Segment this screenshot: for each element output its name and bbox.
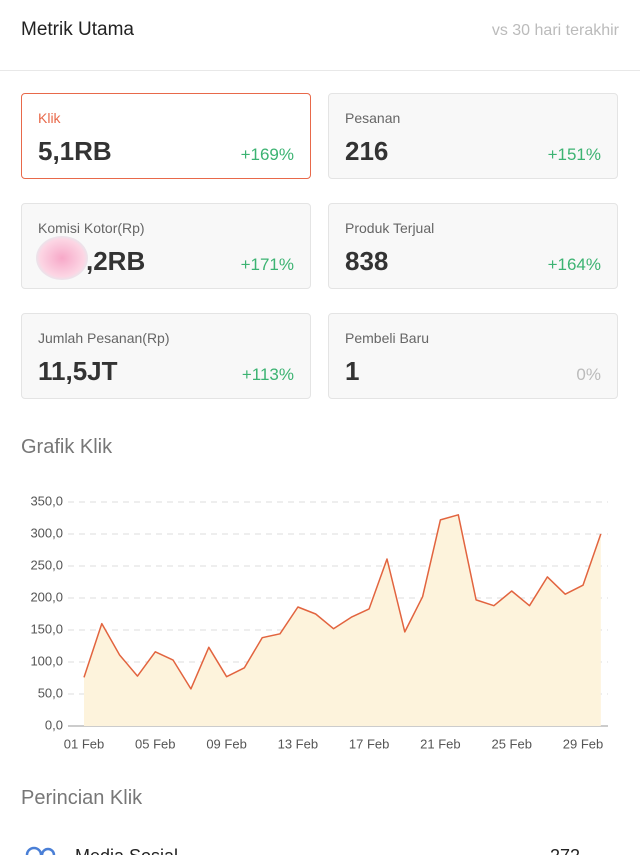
y-tick-label: 100,0 — [30, 653, 63, 668]
metric-change: +113% — [241, 365, 294, 384]
y-tick-label: 300,0 — [30, 525, 63, 540]
metric-value: 1 — [345, 356, 360, 386]
metric-card[interactable]: Pembeli Baru 1 0% — [328, 313, 618, 399]
x-tick-label: 13 Feb — [278, 736, 318, 751]
header-subtitle: vs 30 hari terakhir — [491, 22, 619, 39]
metric-label: Klik — [38, 110, 61, 126]
x-tick-label: 29 Feb — [563, 736, 603, 751]
metric-value: 838 — [345, 246, 389, 276]
metric-value: 216 — [345, 136, 389, 166]
metric-card[interactable]: Klik 5,1RB +169% — [21, 93, 311, 179]
metric-label: Pesanan — [345, 110, 401, 126]
metric-change: +151% — [547, 145, 601, 164]
x-tick-label: 01 Feb — [64, 736, 104, 751]
x-tick-label: 17 Feb — [349, 736, 389, 751]
metric-label: Komisi Kotor(Rp) — [38, 220, 145, 236]
area — [84, 514, 601, 726]
x-tick-label: 25 Feb — [491, 736, 531, 751]
metric-value: ,2RB — [86, 246, 146, 276]
metric-card[interactable]: Komisi Kotor(Rp) ,2RB +171% — [21, 203, 311, 289]
y-tick-label: 350,0 — [30, 493, 63, 508]
metric-label: Pembeli Baru — [345, 330, 430, 346]
x-tick-label: 21 Feb — [420, 736, 460, 751]
y-tick-label: 200,0 — [30, 589, 63, 604]
line — [83, 514, 602, 690]
y-tick-label: 0,0 — [45, 717, 63, 732]
privacy-blur — [36, 236, 88, 280]
metric-value: 11,5JT — [38, 356, 118, 386]
social-icon — [25, 846, 56, 855]
breakdown-label: Media Sosial — [75, 846, 178, 855]
header-title: Metrik Utama — [21, 19, 134, 40]
metric-card[interactable]: Pesanan 216 +151% — [328, 93, 618, 179]
breakdown-value: 272 — [550, 846, 580, 855]
chart: 0,0 50,0 100,0 150,0 200,0 250,0 300,0 350,0 01 … — [30, 493, 608, 751]
chart-title: Grafik Klik — [21, 436, 113, 458]
metric-change: +164% — [547, 255, 601, 274]
metric-card[interactable]: Jumlah Pesanan(Rp) 11,5JT +113% — [21, 313, 311, 399]
divider — [0, 70, 640, 71]
breakdown-title: Perincian Klik — [21, 787, 143, 809]
y-tick-label: 50,0 — [38, 685, 63, 700]
y-tick-label: 150,0 — [30, 621, 63, 636]
metric-change: +171% — [240, 255, 294, 274]
metric-label: Produk Terjual — [345, 220, 435, 236]
y-tick-label: 250,0 — [30, 557, 63, 572]
metric-change: +169% — [240, 145, 294, 164]
metric-change: 0% — [576, 365, 601, 384]
metric-card[interactable]: Produk Terjual 838 +164% — [328, 203, 618, 289]
x-tick-label: 05 Feb — [135, 736, 175, 751]
metric-label: Jumlah Pesanan(Rp) — [38, 330, 170, 346]
metric-value: 5,1RB — [38, 136, 112, 166]
x-tick-label: 09 Feb — [206, 736, 246, 751]
